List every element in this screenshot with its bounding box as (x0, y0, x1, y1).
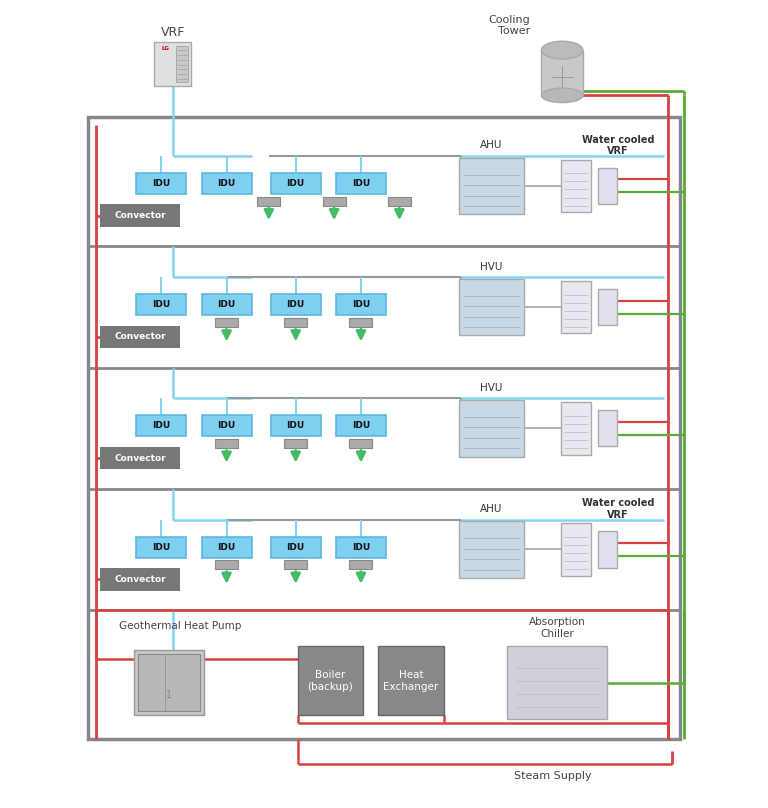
Bar (257, 196, 280, 205)
Bar (561, 524, 591, 575)
Text: IDU: IDU (152, 300, 170, 309)
Bar (458, 521, 524, 578)
Bar (100, 326, 180, 348)
Text: HVU: HVU (480, 383, 503, 393)
Bar (88, 117, 680, 739)
Bar (598, 532, 617, 567)
Bar (458, 400, 524, 457)
Text: IDU: IDU (352, 421, 370, 431)
Bar (507, 646, 607, 719)
Bar (201, 294, 251, 315)
Bar (561, 159, 591, 212)
Bar (137, 294, 186, 315)
Text: IDU: IDU (286, 300, 305, 309)
Bar (215, 561, 238, 569)
Bar (598, 410, 617, 446)
Text: IDU: IDU (217, 300, 236, 309)
Bar (215, 318, 238, 326)
Text: Convector: Convector (114, 453, 166, 463)
Text: Water cooled
VRF: Water cooled VRF (582, 135, 654, 156)
Text: HVU: HVU (480, 262, 503, 271)
Bar (100, 447, 180, 469)
Bar (349, 561, 372, 569)
Text: IDU: IDU (217, 179, 236, 188)
Bar (388, 196, 411, 205)
Text: Steam Supply: Steam Supply (514, 771, 592, 781)
Text: 1: 1 (166, 690, 172, 700)
Bar (458, 158, 524, 214)
Text: Heat
Exchanger: Heat Exchanger (383, 670, 439, 692)
Text: VRF: VRF (161, 26, 185, 39)
Bar (138, 654, 200, 711)
Bar (134, 650, 204, 715)
Text: IDU: IDU (152, 542, 170, 552)
Text: Cooling
Tower: Cooling Tower (488, 15, 530, 36)
Ellipse shape (541, 88, 583, 103)
Ellipse shape (541, 41, 583, 59)
Text: IDU: IDU (286, 179, 305, 188)
Bar (561, 280, 591, 333)
Bar (100, 204, 180, 227)
Bar (201, 537, 251, 558)
Bar (284, 561, 307, 569)
Bar (201, 173, 251, 194)
Bar (598, 288, 617, 325)
Text: IDU: IDU (217, 542, 236, 552)
Bar (215, 439, 238, 448)
Text: IDU: IDU (352, 542, 370, 552)
Text: Convector: Convector (114, 211, 166, 221)
Bar (271, 537, 321, 558)
Bar (154, 42, 191, 86)
Bar (561, 402, 591, 454)
Text: LG: LG (161, 46, 169, 51)
Bar (271, 173, 321, 194)
Bar (541, 51, 583, 95)
Bar (176, 46, 188, 82)
Bar (323, 196, 346, 205)
Bar (349, 318, 372, 326)
Text: Water cooled
VRF: Water cooled VRF (582, 499, 654, 520)
Text: Convector: Convector (114, 574, 166, 584)
Bar (271, 294, 321, 315)
Text: Geothermal Heat Pump: Geothermal Heat Pump (119, 621, 242, 631)
Text: Boiler
(backup): Boiler (backup) (307, 670, 353, 692)
Text: IDU: IDU (152, 421, 170, 431)
Text: IDU: IDU (286, 542, 305, 552)
Bar (336, 537, 386, 558)
Bar (298, 646, 363, 715)
Bar (137, 173, 186, 194)
Bar (598, 167, 617, 204)
Bar (284, 439, 307, 448)
Text: Absorption
Chiller: Absorption Chiller (528, 617, 585, 638)
Bar (458, 279, 524, 335)
Text: IDU: IDU (352, 300, 370, 309)
Text: AHU: AHU (480, 504, 503, 514)
Text: IDU: IDU (286, 421, 305, 431)
Bar (336, 294, 386, 315)
Bar (137, 537, 186, 558)
Bar (336, 173, 386, 194)
Text: AHU: AHU (480, 141, 503, 150)
Bar (284, 318, 307, 326)
Bar (201, 415, 251, 436)
Bar (349, 439, 372, 448)
Text: IDU: IDU (352, 179, 370, 188)
Bar (137, 415, 186, 436)
Bar (271, 415, 321, 436)
Bar (378, 646, 443, 715)
Bar (100, 568, 180, 591)
Bar (336, 415, 386, 436)
Text: IDU: IDU (217, 421, 236, 431)
Text: IDU: IDU (152, 179, 170, 188)
Text: Convector: Convector (114, 332, 166, 342)
